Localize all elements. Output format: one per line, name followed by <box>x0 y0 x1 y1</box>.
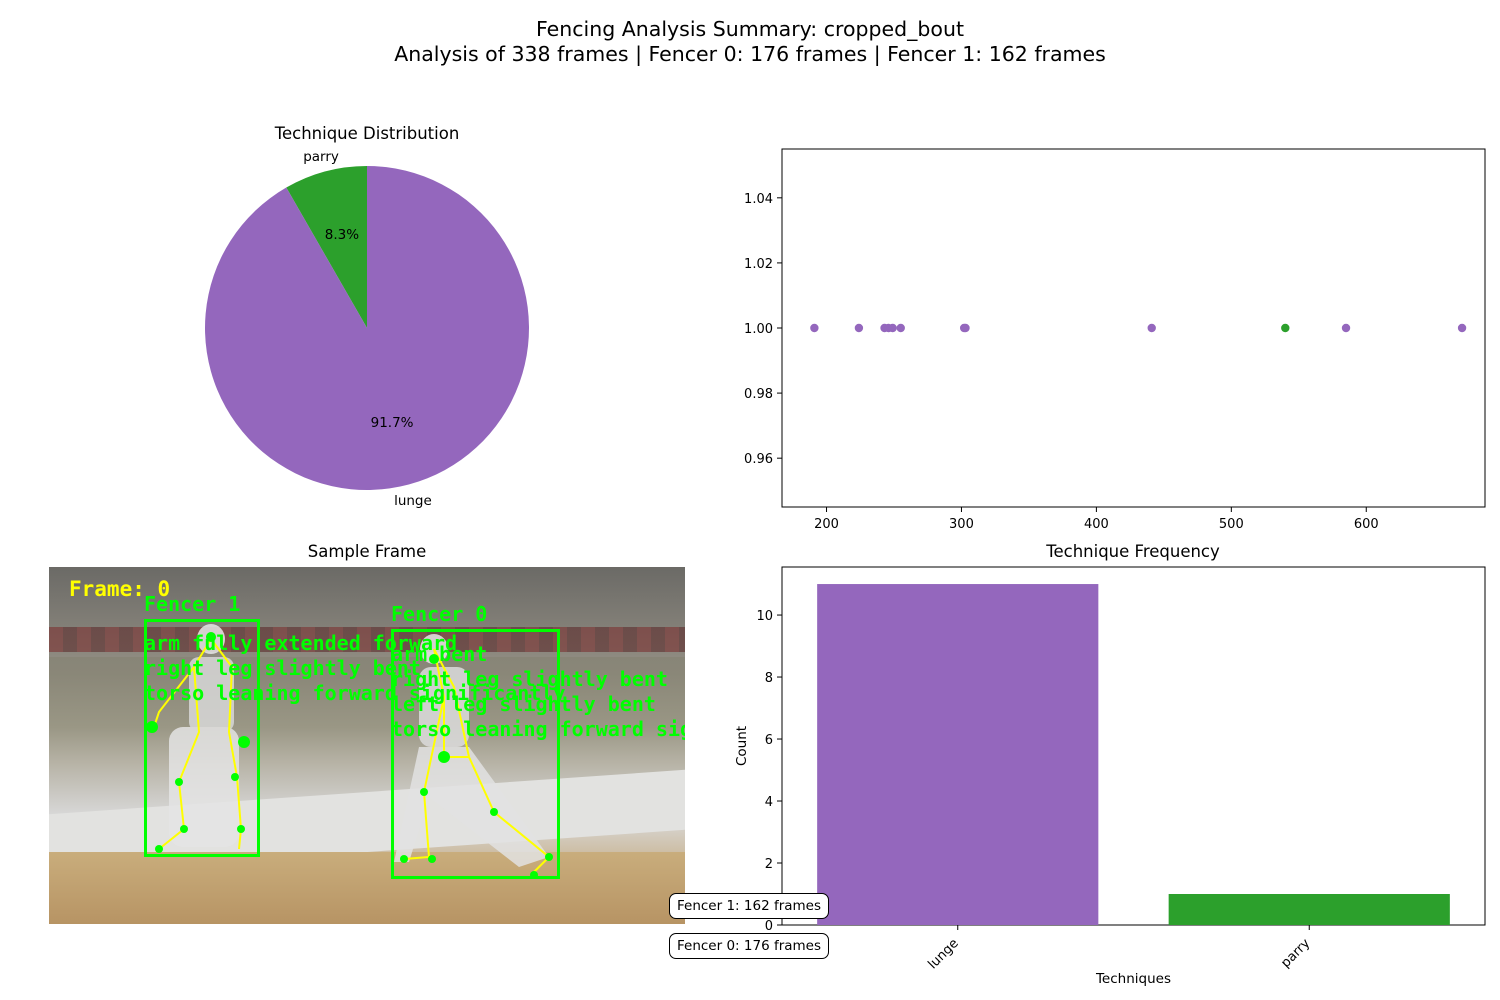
x-tick-label: 200 <box>814 517 839 532</box>
scatter-point-lunge <box>1148 324 1156 332</box>
figure-title: Fencing Analysis Summary: cropped_bout <box>0 17 1500 41</box>
y-tick-label: 8 <box>765 671 773 686</box>
y-tick-label: 1.00 <box>744 322 773 337</box>
scatter-point-lunge <box>1342 324 1350 332</box>
bar-chart: lunge parry 0 2 4 6 8 10 Techniques Count <box>710 558 1500 998</box>
x-tick-label: 500 <box>1219 517 1244 532</box>
bar-category-label: lunge <box>925 936 961 972</box>
x-axis-label: Techniques <box>1095 971 1171 987</box>
y-tick-label: 0.98 <box>744 387 773 402</box>
bar-parry <box>1169 894 1450 925</box>
fencer-1-label: Fencer 1 <box>144 592 240 617</box>
pie-slice-lunge <box>205 166 529 490</box>
fencer-0-note: arm bent <box>391 642 487 667</box>
sample-frame-title: Sample Frame <box>217 542 517 562</box>
fencer-0-label: Fencer 0 <box>391 602 487 627</box>
scatter-point-lunge <box>888 324 896 332</box>
pie-pct-lunge: 91.7% <box>371 415 414 431</box>
bar-category-label: parry <box>1278 936 1313 971</box>
pie-title: Technique Distribution <box>217 124 517 144</box>
figure-subtitle: Analysis of 338 frames | Fencer 0: 176 f… <box>0 42 1500 66</box>
fencer-0-frames-badge: Fencer 0: 176 frames <box>669 933 829 959</box>
sample-frame-image: Frame: 0 Fencer 1 arm fully extended for… <box>49 567 685 924</box>
x-tick-label: 300 <box>949 517 974 532</box>
scatter-point-lunge <box>855 324 863 332</box>
y-tick-label: 0 <box>765 919 773 934</box>
pie-pct-parry: 8.3% <box>325 227 359 243</box>
scatter-point-lunge <box>897 324 905 332</box>
y-tick-label: 4 <box>765 795 773 810</box>
scatter-point-lunge <box>1458 324 1466 332</box>
y-axis-label: Count <box>734 726 750 766</box>
pie-label-lunge: lunge <box>394 493 432 509</box>
y-tick-label: 10 <box>756 609 773 624</box>
fencer-0-note: right leg slightly bent <box>391 667 668 692</box>
y-tick-label: 1.04 <box>744 192 773 207</box>
fencer-0-note: torso leaning forward significantly <box>391 717 685 742</box>
y-tick-label: 0.96 <box>744 452 773 467</box>
pie-label-parry: parry <box>303 149 339 165</box>
x-tick-label: 400 <box>1084 517 1109 532</box>
bar-lunge <box>817 584 1098 925</box>
y-tick-label: 1.02 <box>744 257 773 272</box>
x-tick-label: 600 <box>1354 517 1379 532</box>
fencer-1-note: right leg slightly bent <box>144 656 421 681</box>
scatter-point-lunge <box>810 324 818 332</box>
fencer-0-note: left leg slightly bent <box>391 692 656 717</box>
pie-chart: parry 8.3% lunge 91.7% <box>157 145 577 525</box>
scatter-chart: 200 300 400 500 600 0.96 0.98 1.00 1.02 1.04 <box>710 140 1500 540</box>
scatter-point-lunge <box>961 324 969 332</box>
y-tick-label: 2 <box>765 857 773 872</box>
fencer-1-frames-badge: Fencer 1: 162 frames <box>669 893 829 919</box>
scatter-point-parry <box>1281 324 1289 332</box>
y-tick-label: 6 <box>765 733 773 748</box>
